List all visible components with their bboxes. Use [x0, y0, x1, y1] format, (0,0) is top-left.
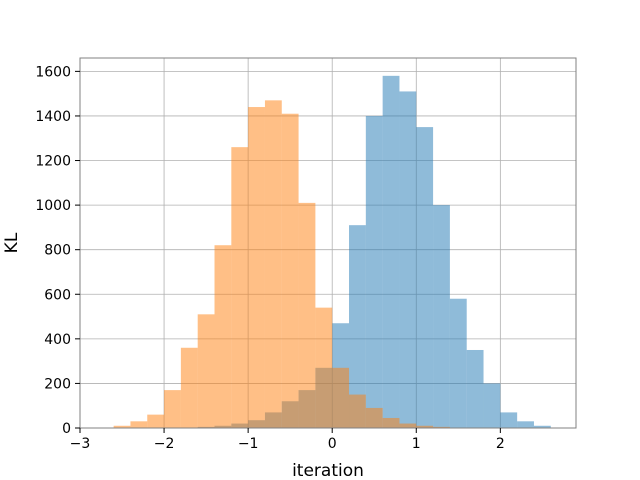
histogram-bar [399, 423, 417, 428]
histogram-bar [315, 307, 333, 428]
histogram-bar [164, 390, 181, 428]
histogram-bar [349, 225, 366, 428]
histogram-bar [298, 202, 316, 428]
plot-frame [79, 57, 577, 429]
y-tick-label: 600 [44, 287, 71, 303]
y-tick-label: 1200 [35, 154, 71, 170]
y-axis-ticks: 0 200 400 600 800 1000 1200 1400 1600 [35, 64, 80, 437]
x-axis-ticks: −3 −2 −1 0 1 2 [70, 428, 505, 452]
histogram-bar [147, 414, 165, 428]
histogram-bar [214, 245, 232, 428]
x-tick-label: 0 [328, 436, 337, 452]
x-axis-label: iteration [292, 461, 364, 480]
histogram-bar [281, 113, 299, 428]
histogram-bar [399, 91, 417, 428]
histogram-bar [113, 425, 131, 428]
y-axis-label: KL [2, 232, 22, 253]
histogram-bar [466, 349, 484, 428]
series-1-bars [113, 100, 467, 429]
y-tick-label: 1000 [35, 198, 71, 214]
histogram-bar [349, 394, 366, 428]
x-tick-label: 1 [412, 436, 421, 452]
histogram-bar [382, 75, 400, 428]
histogram-bar [433, 426, 450, 428]
histogram-bar [382, 417, 400, 428]
histogram-bar [231, 147, 249, 429]
histogram-bar [197, 314, 215, 428]
histogram-bar [264, 100, 282, 428]
histogram-bar [130, 421, 148, 428]
histogram-bars [113, 75, 551, 429]
histogram-bar [517, 421, 534, 428]
histogram-bar [365, 407, 383, 428]
y-tick-label: 1600 [35, 64, 71, 80]
y-tick-label: 800 [44, 243, 71, 259]
histogram-bar [449, 298, 467, 428]
histogram-bar [332, 367, 350, 428]
histogram-bar [433, 205, 450, 428]
x-tick-label: −1 [238, 436, 259, 452]
histogram-bar [248, 107, 265, 429]
x-tick-label: 2 [496, 436, 505, 452]
x-tick-label: −3 [70, 436, 91, 452]
y-tick-label: 200 [44, 376, 71, 392]
histogram-bar [365, 115, 383, 428]
histogram-bar [180, 347, 198, 428]
histogram-bar [500, 412, 518, 428]
histogram-bar [416, 127, 434, 429]
histogram-bar [416, 425, 434, 428]
x-tick-label: −2 [154, 436, 175, 452]
y-tick-label: 400 [44, 332, 71, 348]
y-tick-label: 0 [62, 421, 71, 437]
y-tick-label: 1400 [35, 109, 71, 125]
histogram-bar [533, 425, 551, 428]
histogram-bar [483, 383, 501, 428]
